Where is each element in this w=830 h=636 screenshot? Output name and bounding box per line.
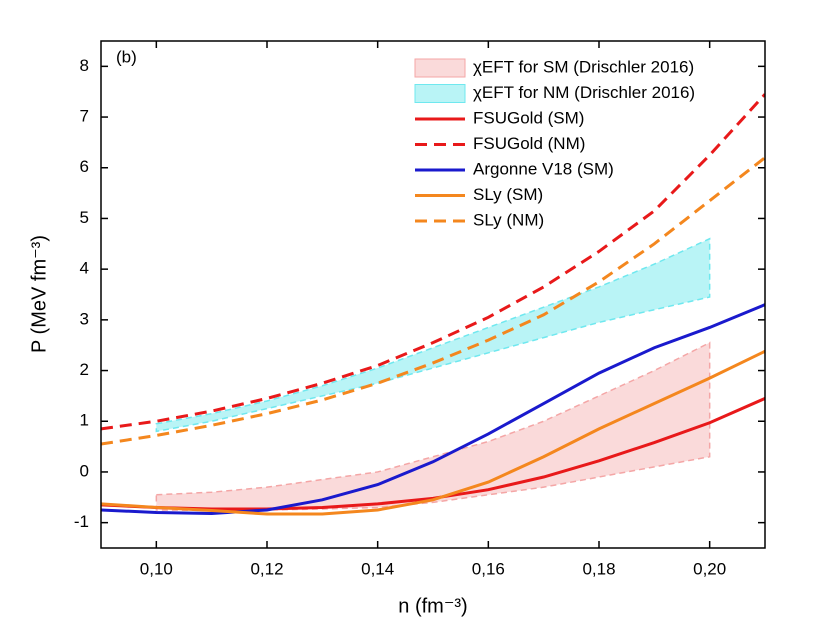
line [101,93,765,431]
x-tick-label: 0,16 [472,559,505,578]
legend-swatch [414,58,466,78]
line [101,349,765,516]
y-tick-label: 7 [80,107,89,126]
y-tick-label: 0 [80,461,89,480]
y-tick-label: 8 [80,56,89,75]
legend-swatch [414,84,466,103]
y-tick-label: -1 [74,512,89,531]
line [101,303,765,516]
y-tick-label: 1 [80,411,89,430]
y-axis-label: P (MeV fm⁻³) [28,235,50,353]
legend-label: FSUGold (NM) [473,134,585,153]
legend-label: FSUGold (SM) [473,108,584,127]
x-tick-label: 0,14 [361,559,394,578]
line [101,156,765,446]
band [155,237,711,433]
y-tick-label: 4 [80,259,89,278]
plot-frame [100,40,766,549]
y-tick-label: 6 [80,157,89,176]
legend-label: χEFT for NM (Drischler 2016) [473,83,695,102]
annotation: (b) [116,47,137,66]
legend-label: SLy (SM) [473,185,543,204]
legend-label: Argonne V18 (SM) [473,159,614,178]
legend-label: SLy (NM) [473,210,544,229]
x-tick-label: 0,10 [140,559,173,578]
x-tick-label: 0,18 [582,559,615,578]
legend-label: χEFT for SM (Drischler 2016) [473,57,694,76]
y-tick-label: 5 [80,208,89,227]
x-tick-label: 0,20 [693,559,726,578]
plot [101,93,765,516]
x-axis-label: n (fm⁻³) [398,595,467,617]
y-tick-label: 3 [80,309,89,328]
y-tick-label: 2 [80,360,89,379]
x-tick-label: 0,12 [250,559,283,578]
